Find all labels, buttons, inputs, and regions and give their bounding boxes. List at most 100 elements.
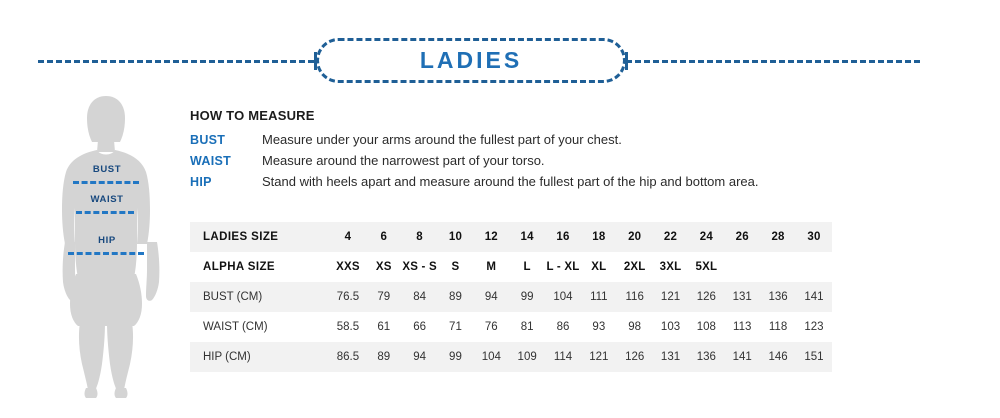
banner-dashed-line-left [38, 60, 314, 63]
table-row: WAIST (CM) 58.5 61 66 71 76 81 86 93 98 103 108 113 1… [190, 312, 832, 342]
table-cell: 121 [589, 351, 609, 363]
table-cell [796, 252, 832, 282]
table-cell: 108 [696, 321, 716, 333]
measure-definition-hip: Stand with heels apart and measure aroun… [262, 174, 759, 189]
table-cell [760, 252, 796, 282]
table-cell: 121 [660, 291, 681, 303]
figure-waist-dash-line [76, 211, 134, 214]
figure-hip-dash-line [68, 252, 144, 255]
table-cell: 4 [344, 231, 352, 243]
table-cell: 136 [768, 291, 788, 303]
table-cell: 99 [520, 291, 534, 303]
table-cell: 98 [628, 321, 642, 333]
table-cell: 10 [448, 231, 463, 243]
table-cell: 118 [768, 321, 788, 333]
table-cell: 131 [732, 291, 752, 303]
table-cell: 58.5 [336, 321, 360, 333]
figure-bust-dash-line [73, 181, 139, 184]
table-cell: 22 [663, 231, 678, 243]
table-cell: 131 [660, 351, 681, 363]
table-cell: 12 [484, 231, 498, 243]
table-cell: 104 [481, 351, 501, 363]
table-cell: XXS [336, 261, 360, 273]
table-cell [724, 252, 760, 282]
measure-term-bust: BUST [190, 133, 226, 147]
figure-waist-label: WAIST [90, 194, 124, 205]
table-row: HIP (CM) 86.5 89 94 99 104 109 114 121 126 131 136 1… [190, 342, 832, 372]
table-cell: 114 [553, 351, 573, 363]
how-to-measure-section: HOW TO MEASURE BUST Measure under your a… [190, 108, 980, 195]
measure-definition-bust: Measure under your arms around the fulle… [262, 132, 622, 147]
table-cell: 94 [413, 351, 426, 363]
table-cell: 126 [625, 351, 645, 363]
measure-row-bust: BUST Measure under your arms around the … [190, 132, 980, 153]
table-row-label: ALPHA SIZE [203, 261, 275, 273]
table-row-label: BUST (CM) [203, 291, 263, 303]
banner-dashed-line-right [626, 60, 920, 63]
how-to-measure-heading: HOW TO MEASURE [190, 108, 315, 123]
table-cell: 5XL [695, 261, 718, 273]
table-cell: 28 [771, 231, 785, 243]
table-cell: 86 [556, 321, 570, 333]
table-row: BUST (CM) 76.5 79 84 89 94 99 104 111 116 121 126 13… [190, 282, 832, 312]
female-figure-icon [62, 96, 160, 398]
table-row-label: HIP (CM) [203, 351, 251, 363]
table-cell: 71 [449, 321, 462, 333]
table-cell: 89 [377, 351, 391, 363]
table-cell: 109 [517, 351, 537, 363]
banner-cap-left-icon [314, 52, 317, 70]
table-row-label: LADIES SIZE [203, 231, 279, 243]
table-cell: 18 [592, 231, 606, 243]
table-cell: 94 [484, 291, 498, 303]
table-cell: XS - S [402, 261, 437, 273]
size-chart-table-body: LADIES SIZE 4 6 8 10 12 14 16 18 20 22 24 26 28 30 ALPH… [190, 222, 832, 372]
table-row-label: WAIST (CM) [203, 321, 268, 333]
table-cell: 104 [553, 291, 573, 303]
table-cell: 66 [413, 321, 426, 333]
table-cell: 76.5 [336, 291, 360, 303]
table-row: LADIES SIZE 4 6 8 10 12 14 16 18 20 22 24 26 28 30 [190, 222, 832, 252]
figure-hip-label: HIP [98, 235, 116, 246]
figure-bust-label: BUST [92, 164, 122, 175]
table-cell: S [451, 261, 460, 273]
table-cell: L [523, 261, 531, 273]
table-cell: 76 [484, 321, 498, 333]
table-cell: 26 [735, 231, 749, 243]
table-cell: M [486, 261, 497, 273]
table-cell: 93 [592, 321, 606, 333]
table-cell: 2XL [623, 261, 646, 273]
table-cell: 99 [449, 351, 462, 363]
table-cell: L - XL [546, 261, 580, 273]
table-cell: 79 [377, 291, 391, 303]
table-cell: 141 [804, 291, 824, 303]
table-cell: 103 [660, 321, 681, 333]
table-cell: 141 [732, 351, 752, 363]
size-chart-table: LADIES SIZE 4 6 8 10 12 14 16 18 20 22 24 26 28 30 ALPH… [190, 222, 832, 372]
table-cell: 86.5 [336, 351, 360, 363]
table-cell: 30 [807, 231, 821, 243]
table-cell: 16 [556, 231, 570, 243]
measure-row-waist: WAIST Measure around the narrowest part … [190, 153, 980, 174]
table-cell: 61 [377, 321, 391, 333]
table-cell: 113 [733, 321, 752, 333]
banner-pill: LADIES [316, 38, 626, 83]
table-cell: 84 [413, 291, 426, 303]
table-cell: 126 [696, 291, 716, 303]
table-cell: 111 [590, 291, 608, 303]
table-cell: XS [375, 261, 392, 273]
table-cell: 151 [804, 351, 824, 363]
table-cell: 81 [520, 321, 534, 333]
table-cell: 146 [768, 351, 788, 363]
table-cell: 14 [520, 231, 534, 243]
table-cell: 116 [625, 291, 644, 303]
table-cell: 136 [696, 351, 716, 363]
measure-term-hip: HIP [190, 175, 212, 189]
table-cell: 89 [449, 291, 462, 303]
body-silhouette: BUST WAIST HIP [42, 92, 182, 404]
measure-row-hip: HIP Stand with heels apart and measure a… [190, 174, 980, 195]
table-cell: XL [591, 261, 607, 273]
table-cell: 20 [628, 231, 642, 243]
table-cell: 123 [804, 321, 824, 333]
page-title: LADIES [419, 47, 523, 73]
